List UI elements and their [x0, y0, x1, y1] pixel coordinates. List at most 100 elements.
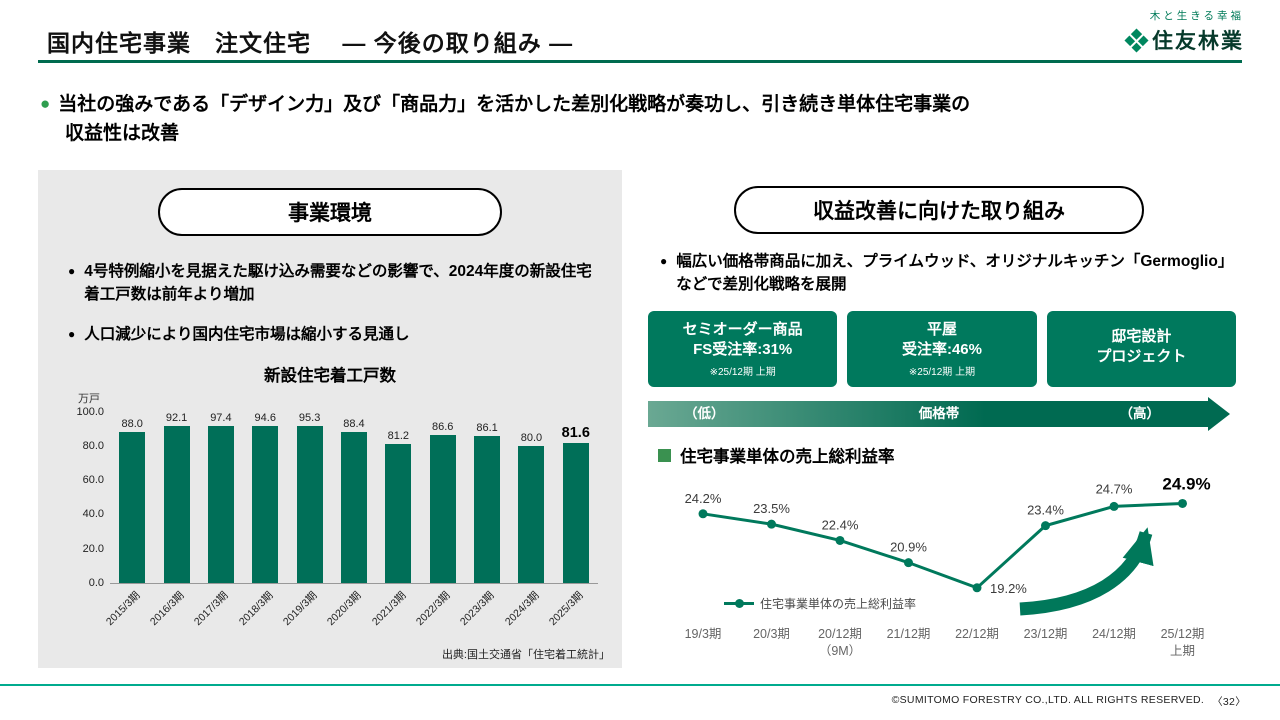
lead-line1: 当社の強みである「デザイン力」及び「商品力」を活かした差別化戦略が奏功し、引き続… [58, 94, 971, 115]
bar-value-label: 88.0 [121, 418, 143, 431]
x-axis-label: 23/12期 [1023, 627, 1068, 641]
bar-value-label: 81.2 [387, 429, 410, 442]
growth-arrow-icon [1019, 527, 1154, 616]
data-point [698, 509, 708, 519]
data-point [1178, 498, 1187, 508]
business-environment-panel: 事業環境 ● 4号特例縮小を見据えた駆け込み需要などの影響で、2024年度の新設… [38, 170, 622, 668]
bar-value-label: 92.1 [165, 411, 188, 424]
point-label: 23.4% [1027, 503, 1064, 518]
title-underline [38, 60, 1242, 63]
data-point [972, 583, 982, 593]
bar-value-label: 88.4 [343, 417, 365, 430]
logo-name: 住友林業 [1152, 30, 1244, 53]
bullet-icon: ● [68, 326, 76, 341]
x-axis-label: 2015/3期 [103, 589, 143, 628]
bar-group: 88.4 [332, 412, 376, 583]
right-bullet: ● 幅広い価格帯商品に加え、プライムウッド、オリジナルキッチン「Germogli… [660, 250, 1230, 297]
point-label: 24.9% [1162, 474, 1210, 493]
data-point [1109, 501, 1119, 511]
y-axis-tick: 40.0 [82, 508, 104, 521]
price-arrow-bar [648, 401, 1210, 427]
profit-improvement-panel: 収益改善に向けた取り組み ● 幅広い価格帯商品に加え、プライムウッド、オリジナル… [638, 170, 1240, 668]
chart-source-note: 出典:国土交通省「住宅着工統計」 [441, 649, 610, 661]
bar [385, 443, 412, 583]
bar [340, 431, 367, 583]
section-marker-icon [658, 448, 671, 462]
product-box-hiraya: 平屋 受注率:46% ※25/12期 上期 [847, 310, 1037, 387]
x-axis-label: 2018/3期 [236, 589, 276, 628]
x-axis-label: 20/12期 （9M） [818, 627, 862, 658]
product-box-teitaku: 邸宅設計 プロジェクト [1046, 310, 1236, 387]
line-chart-legend: 住宅事業単体の売上総利益率 [724, 595, 916, 612]
point-label: 23.5% [753, 501, 790, 516]
y-axis-tick: 100.0 [76, 405, 104, 418]
point-label: 20.9% [890, 540, 927, 555]
bar-group: 86.1 [465, 412, 509, 583]
data-point [1041, 521, 1050, 531]
left-bullet-1: ● 4号特例縮小を見据えた駆け込み需要などの影響で、2024年度の新設住宅着工戸… [68, 260, 602, 307]
y-axis-tick: 0.0 [88, 576, 104, 589]
x-axis-label: 2024/3期 [502, 589, 542, 628]
lead-statement: ● 当社の強みである「デザイン力」及び「商品力」を活かした差別化戦略が奏功し、引… [40, 90, 970, 149]
data-point [767, 519, 776, 529]
bar-group: 94.6 [243, 412, 287, 583]
bullet-icon: ● [68, 264, 76, 278]
y-axis-tick: 60.0 [82, 474, 104, 487]
point-label: 22.4% [822, 517, 859, 532]
product-box-semi-order: セミオーダー商品 FS受注率:31% ※25/12期 上期 [648, 310, 838, 387]
lead-bullet-icon: ● [40, 94, 51, 113]
bar-group: 95.3 [287, 412, 331, 583]
bar-chart: 万戸 0.0 20.0 40.0 60.0 80.0 100.0 88.0 2015/3期 92… [52, 388, 608, 640]
x-axis-label: 22/12期 [955, 627, 999, 641]
line-chart-area: 24.2% 23.5% 22.4% 20.9% 19.2% 23.4% 24.7% 24.9%… [668, 471, 1228, 666]
data-point [904, 558, 913, 568]
bar-group: 81.2 [376, 412, 420, 583]
bar-value-label: 80.0 [520, 431, 543, 444]
logo-tagline: 木と生きる幸福 [1149, 10, 1244, 22]
x-axis-label: 2016/3期 [147, 589, 187, 628]
price-range-arrow: （低） 価格帯 （高） [648, 397, 1230, 431]
bar-group: 86.6 [421, 412, 465, 583]
bar-chart-title: 新設住宅着工戸数 [264, 366, 396, 385]
x-axis-label: 2020/3期 [325, 589, 364, 628]
price-axis-label: 価格帯 [918, 406, 960, 421]
x-axis-label: 2022/3期 [414, 589, 453, 628]
bar-chart-plot: 0.0 20.0 40.0 60.0 80.0 100.0 88.0 2015/3期 92.1 2… [76, 406, 598, 628]
page-number: 〈32〉 [1212, 696, 1246, 708]
x-axis-label: 2025/3期 [547, 589, 586, 628]
bar [163, 425, 190, 583]
company-logo: 木と生きる幸福 住友林業 [1124, 8, 1244, 55]
x-axis-label: 19/3期 [684, 627, 722, 641]
line-chart-xlabels: 19/3期 20/3期 20/12期 （9M） 21/12期 22/12期 23/12期 24… [668, 626, 1228, 666]
point-label: 19.2% [990, 581, 1027, 596]
bar [296, 425, 323, 583]
page-title: 国内住宅事業 注文住宅 ― 今後の取り組み ― [47, 30, 574, 56]
y-axis-tick: 20.0 [82, 542, 104, 555]
line-chart-section-header: 住宅事業単体の売上総利益率 [658, 443, 1240, 467]
bar-chart-unit-label: 万戸 [78, 392, 100, 405]
x-axis-label: 20/3期 [753, 627, 790, 641]
legend-line-icon [724, 599, 754, 608]
price-low-label: （低） [684, 406, 725, 421]
bar [429, 434, 456, 583]
x-axis-label: 2017/3期 [192, 589, 231, 628]
bar-value-label: 86.6 [431, 420, 454, 433]
bar [518, 445, 545, 583]
x-axis-label: 21/12期 [886, 627, 931, 641]
point-label: 24.7% [1096, 481, 1133, 496]
bar-group: 81.6 [554, 412, 598, 583]
x-axis-label: 2019/3期 [280, 589, 320, 628]
bar-value-label: 97.4 [210, 411, 232, 424]
bar-value-label: 95.3 [298, 411, 321, 424]
x-axis-label: 24/12期 [1092, 627, 1136, 641]
left-bullet-2: ● 人口減少により国内住宅市場は縮小する見通し [68, 323, 602, 346]
footer: ©SUMITOMO FORESTRY CO.,LTD. ALL RIGHTS R… [892, 694, 1246, 709]
x-axis-label: 2023/3期 [458, 589, 497, 628]
profit-improvement-pill: 収益改善に向けた取り組み [734, 186, 1144, 234]
arrow-head-icon [1208, 397, 1230, 431]
bar [562, 443, 589, 583]
bar-group: 88.0 [110, 412, 154, 583]
profit-line-chart: 24.2% 23.5% 22.4% 20.9% 19.2% 23.4% 24.7% 24.9% [685, 474, 1211, 616]
bar [474, 435, 501, 583]
bar-value-label: 94.6 [254, 411, 276, 424]
